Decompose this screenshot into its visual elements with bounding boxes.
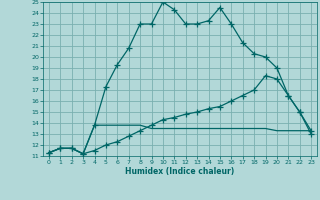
X-axis label: Humidex (Indice chaleur): Humidex (Indice chaleur)	[125, 167, 235, 176]
